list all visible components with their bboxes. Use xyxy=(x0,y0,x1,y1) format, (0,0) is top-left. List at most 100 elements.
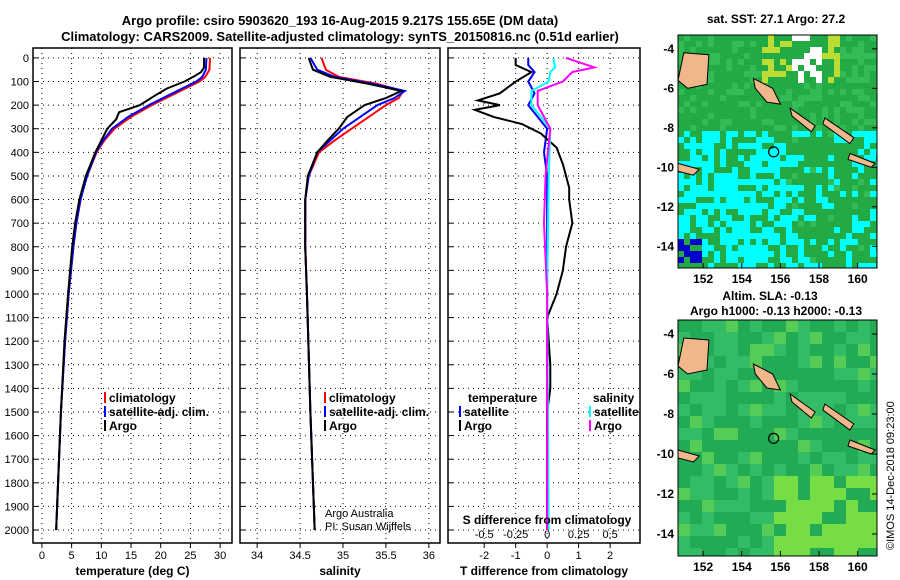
x-axis-label: T difference from climatology xyxy=(460,564,628,578)
map-cell xyxy=(864,131,870,137)
map-cell xyxy=(714,221,720,227)
map-cell xyxy=(828,35,834,41)
map-cell xyxy=(870,155,876,161)
map-cell xyxy=(684,215,690,221)
y-tick-label: 1600 xyxy=(5,431,29,443)
map-cell xyxy=(870,209,876,215)
map-cell xyxy=(834,320,846,332)
map-cell xyxy=(750,356,762,368)
map-cell xyxy=(840,137,846,143)
map-cell xyxy=(858,59,864,65)
map-cell xyxy=(726,143,732,149)
map-cell xyxy=(870,53,876,59)
map-cell xyxy=(858,245,864,251)
map-cell xyxy=(840,89,846,95)
map-cell xyxy=(798,251,804,257)
map-cell xyxy=(708,161,714,167)
map-cell xyxy=(732,203,738,209)
map-cell xyxy=(768,215,774,221)
map-cell xyxy=(852,131,858,137)
map-cell xyxy=(852,185,858,191)
map-cell xyxy=(720,191,726,197)
map-cell xyxy=(750,344,762,356)
map-cell xyxy=(846,548,858,556)
map-cell xyxy=(762,155,768,161)
land-mass xyxy=(789,392,816,419)
map-cell xyxy=(834,65,840,71)
map-cell xyxy=(780,71,786,77)
map-cell xyxy=(798,245,804,251)
map-cell xyxy=(822,500,834,512)
map-cell xyxy=(870,101,876,107)
legend-title: temperature xyxy=(468,391,538,405)
map-cell xyxy=(720,179,726,185)
map-cell xyxy=(870,251,876,257)
map-x-tick-label: 156 xyxy=(770,560,790,574)
map-cell xyxy=(726,131,732,137)
map-cell xyxy=(834,185,840,191)
map-cell xyxy=(774,197,780,203)
map-cell xyxy=(852,173,858,179)
map-cell xyxy=(738,476,750,488)
map-cell xyxy=(678,257,684,263)
map-cell xyxy=(798,500,810,512)
x-tick-label: 2 xyxy=(607,550,613,562)
plot-frame xyxy=(447,47,641,544)
map-cell xyxy=(768,119,774,125)
map-cell xyxy=(792,155,798,161)
map-cell xyxy=(690,233,696,239)
map-cell xyxy=(834,356,846,368)
map-cell xyxy=(762,233,768,239)
map-cell xyxy=(714,137,720,143)
map-cell xyxy=(678,215,684,221)
map-cell xyxy=(762,179,768,185)
map-cell xyxy=(786,41,792,47)
map-cell xyxy=(738,488,750,500)
map-cell xyxy=(834,488,846,500)
y-tick-label: 700 xyxy=(11,218,29,230)
map-cell xyxy=(858,404,870,416)
map-cell xyxy=(732,221,738,227)
map-cell xyxy=(858,452,870,464)
map-y-tick-label: -8 xyxy=(663,407,674,421)
map-cell xyxy=(762,488,774,500)
map-cell xyxy=(768,209,774,215)
map-cell xyxy=(846,476,858,488)
map-cell xyxy=(696,239,702,245)
map-cell xyxy=(798,416,810,428)
map-cell xyxy=(858,47,864,53)
map-cell xyxy=(768,47,774,53)
map-cell xyxy=(756,245,762,251)
map-cell xyxy=(702,251,708,257)
map-cell xyxy=(756,149,762,155)
map-cell xyxy=(756,239,762,245)
legend-label: satellite xyxy=(464,405,509,419)
map-cell xyxy=(762,536,774,548)
map-cell xyxy=(768,179,774,185)
map-cell xyxy=(870,35,876,41)
map-cell xyxy=(786,257,792,263)
map-cell xyxy=(762,131,768,137)
map-cell xyxy=(726,251,732,257)
map-cell xyxy=(786,155,792,161)
map-cell xyxy=(828,77,834,83)
map-cell xyxy=(708,245,714,251)
map-cell xyxy=(870,191,876,197)
map-cell xyxy=(786,524,798,536)
map-cell xyxy=(702,500,714,512)
map-cell xyxy=(738,500,750,512)
map-cell xyxy=(858,77,864,83)
map-cell xyxy=(738,356,750,368)
map-cell xyxy=(732,47,738,53)
map-cell xyxy=(702,512,714,524)
map-cell xyxy=(720,149,726,155)
map-cell xyxy=(702,173,708,179)
map-cell xyxy=(864,65,870,71)
y-tick-label: 800 xyxy=(11,242,29,254)
map-cell xyxy=(810,512,822,524)
map-cell xyxy=(726,179,732,185)
map-cell xyxy=(690,209,696,215)
map-cell xyxy=(846,77,852,83)
map-cell xyxy=(714,59,720,65)
map-cell xyxy=(750,173,756,179)
